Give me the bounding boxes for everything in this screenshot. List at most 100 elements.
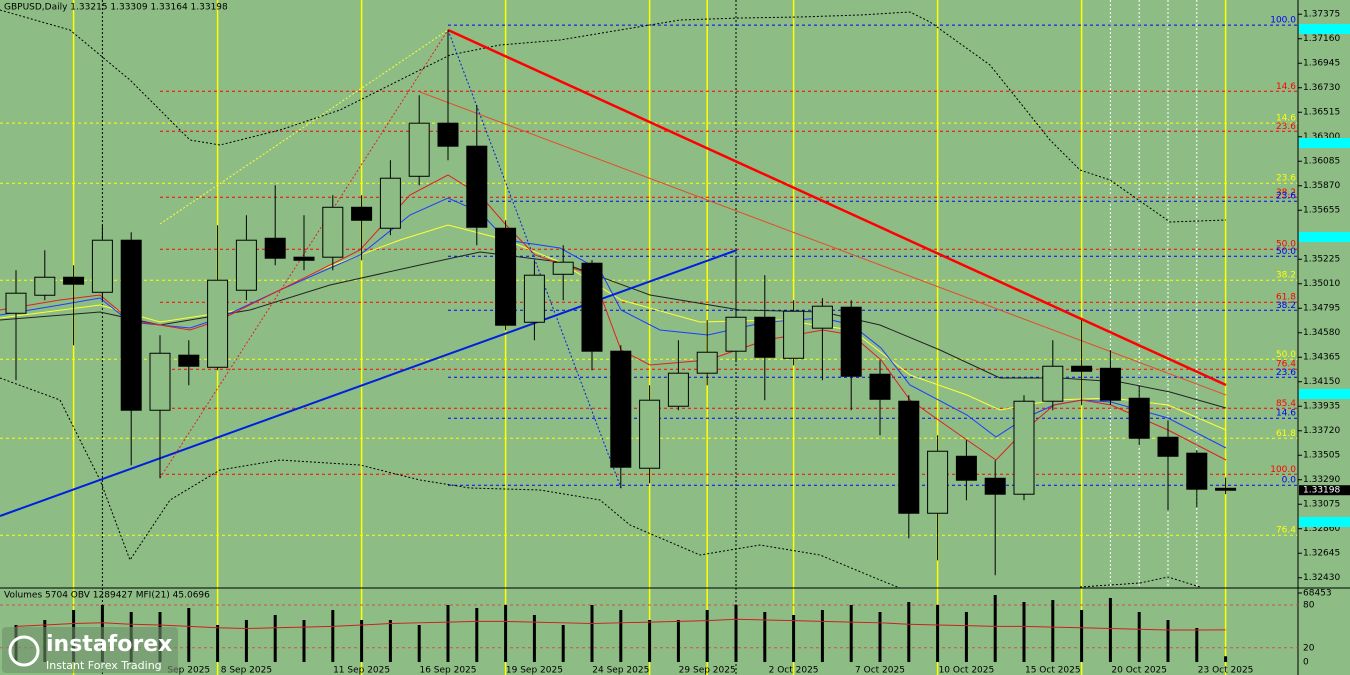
x-tick-label: 29 Sep 2025: [679, 666, 736, 675]
volume-bar: [1022, 602, 1026, 662]
candle-body: [235, 239, 257, 291]
y-tick-label: 1.33720: [1303, 426, 1340, 436]
candle-body: [1013, 400, 1035, 495]
volume-bar: [964, 612, 968, 662]
fib-label: 50.0: [1276, 350, 1296, 360]
fib-red-dotted: [159, 29, 449, 479]
logo-icon: [8, 635, 40, 667]
candle-body: [840, 306, 862, 377]
candle-body: [552, 261, 574, 275]
volume-bar: [936, 605, 940, 662]
trend-red-thin: [419, 91, 1227, 396]
fib-label: 100.0: [1270, 16, 1296, 26]
volume-bar: [1080, 610, 1084, 662]
candle-body: [1128, 397, 1150, 439]
bollinger-lower: [0, 377, 901, 589]
fib-label: 61.8: [1276, 429, 1296, 439]
volume-bar: [676, 620, 680, 662]
fib-yellow-dotted: [159, 29, 449, 225]
fib-label: 50.0: [1276, 240, 1296, 250]
volume-bar: [360, 620, 364, 662]
x-tick-label: 24 Sep 2025: [592, 666, 649, 675]
fib-label: 76.4: [1276, 526, 1296, 536]
volume-bar: [763, 612, 767, 662]
volume-bar: [705, 610, 709, 662]
fib-label: 14.6: [1276, 409, 1296, 419]
volume-bar: [1166, 620, 1170, 662]
bollinger-lower-2: [1079, 576, 1201, 588]
x-tick-label: 7 Oct 2025: [855, 666, 905, 675]
candle-body: [581, 262, 603, 352]
fib-label: 38.2: [1276, 301, 1296, 311]
candle-body: [523, 274, 545, 323]
candle-body: [898, 400, 920, 514]
candle-body: [351, 206, 373, 221]
candle-body: [1042, 365, 1064, 402]
y-tick-label: 1.34150: [1303, 377, 1340, 387]
x-tick-label: 15 Oct 2025: [1025, 666, 1081, 675]
last-price-box: [1299, 485, 1350, 496]
candle-body: [1099, 367, 1121, 401]
volume-bar: [849, 605, 853, 662]
candle-body: [207, 279, 229, 368]
mfi-line: [15, 618, 1226, 631]
logo-tagline: Instant Forex Trading: [46, 659, 162, 672]
candle-body: [1186, 452, 1208, 490]
y-tick-label: 1.35655: [1303, 206, 1340, 216]
candle-body: [178, 354, 200, 367]
volume-bar: [446, 605, 450, 662]
y2-tick-label: 80: [1303, 601, 1315, 611]
volume-bar: [1224, 656, 1228, 662]
volume-bar: [734, 605, 738, 662]
volume-bar: [907, 602, 911, 662]
x-tick-label: 20 Oct 2025: [1111, 666, 1167, 675]
y-tick-label: 1.35010: [1303, 279, 1340, 289]
y-tick-label: 1.37160: [1303, 34, 1340, 44]
volume-bar: [820, 610, 824, 662]
last-price-label: 1.33198: [1303, 486, 1340, 496]
y-tick-label: 1.37375: [1303, 10, 1340, 20]
volume-bar: [792, 615, 796, 662]
candle-body: [754, 316, 776, 358]
candle-body: [1071, 365, 1093, 372]
candle-body: [725, 316, 747, 352]
trend-red-thick: [447, 28, 1227, 387]
y-tick-label: 1.34795: [1303, 304, 1340, 314]
volume-bar: [1137, 612, 1141, 662]
candle-body: [379, 177, 401, 229]
price-marker: [1299, 389, 1350, 399]
volume-bar: [331, 610, 335, 662]
volume-bar: [1108, 598, 1112, 662]
fib-label: 76.4: [1276, 360, 1296, 370]
price-marker: [1299, 138, 1350, 148]
y-tick-label: 1.36515: [1303, 108, 1340, 118]
y-tick-label: 1.35225: [1303, 255, 1340, 265]
trend-blue: [0, 249, 738, 517]
fib-label: 14.6: [1276, 114, 1296, 124]
volume-bar: [648, 620, 652, 662]
y-tick-label: 1.32430: [1303, 573, 1340, 583]
volume-title: Volumes 5704 OBV 1289427 MFI(21) 45.0696: [4, 591, 210, 601]
x-tick-label: 19 Sep 2025: [506, 666, 563, 675]
candle-body: [696, 351, 718, 374]
fib-label: 14.6: [1276, 82, 1296, 92]
volume-bar: [561, 625, 565, 662]
volume-bar: [475, 608, 479, 662]
y-tick-label: 1.32860: [1303, 524, 1340, 534]
x-tick-label: 10 Oct 2025: [939, 666, 995, 675]
candle-body: [811, 305, 833, 329]
volume-bar: [619, 610, 623, 662]
candle-body: [927, 450, 949, 514]
x-tick-label: 8 Sep 2025: [221, 666, 272, 675]
fib-label: 38.2: [1276, 271, 1296, 281]
y-tick-label: 1.34365: [1303, 353, 1340, 363]
fib-label: 85.4: [1276, 399, 1296, 409]
candle-body: [408, 122, 430, 177]
x-tick-label: 16 Sep 2025: [419, 666, 476, 675]
candle-body: [955, 455, 977, 481]
y-tick-label: 68453: [1303, 589, 1332, 599]
candle-body: [984, 477, 1006, 495]
candle-body: [667, 372, 689, 407]
y-tick-label: 1.36730: [1303, 83, 1340, 93]
